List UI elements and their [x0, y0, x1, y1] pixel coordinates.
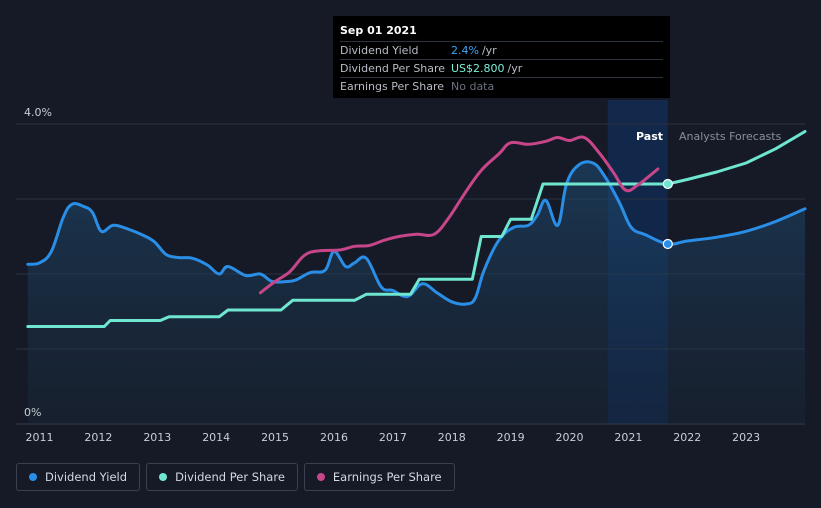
tooltip-date: Sep 01 2021: [340, 24, 417, 37]
y-axis-top-label: 4.0%: [24, 106, 52, 119]
tooltip-value: 2.4%: [451, 44, 479, 57]
tooltip: Sep 01 2021 Dividend Yield 2.4% /yr Divi…: [333, 16, 670, 98]
legend-label: Dividend Yield: [45, 470, 128, 484]
legend-item-dividend-per-share[interactable]: Dividend Per Share: [146, 463, 298, 491]
x-tick-label: 2016: [320, 431, 348, 444]
tooltip-label: Dividend Per Share: [340, 62, 446, 75]
x-tick-label: 2022: [673, 431, 701, 444]
tooltip-value: US$2.800: [451, 62, 505, 75]
earnings-per-share-dot-icon: [316, 473, 325, 481]
x-tick-label: 2015: [261, 431, 289, 444]
dividend-yield-dot-icon: [29, 473, 37, 481]
y-axis-bottom-label: 0%: [24, 406, 41, 419]
legend-item-earnings-per-share[interactable]: Earnings Per Share: [303, 463, 455, 491]
tooltip-unit: /yr: [507, 62, 523, 75]
tooltip-row-dividend-yield: Dividend Yield 2.4% /yr: [340, 41, 663, 59]
tooltip-unit: /yr: [481, 44, 497, 57]
tooltip-label: Dividend Yield: [340, 44, 419, 57]
dividend-yield-line: [26, 160, 807, 306]
x-tick-label: 2011: [26, 431, 54, 444]
legend-item-dividend-yield[interactable]: Dividend Yield: [16, 463, 141, 491]
legend-label: Earnings Per Share: [332, 470, 442, 484]
tooltip-value: No data: [451, 80, 495, 93]
x-tick-label: 2018: [438, 431, 466, 444]
tooltip-row-dividend-per-share: Dividend Per Share US$2.800 /yr: [340, 59, 663, 77]
x-tick-label: 2023: [732, 431, 760, 444]
dividend-per-share-marker[interactable]: [662, 178, 673, 190]
x-tick-label: 2019: [497, 431, 525, 444]
x-tick-label: 2020: [555, 431, 583, 444]
tooltip-label: Earnings Per Share: [340, 80, 445, 93]
x-tick-label: 2014: [202, 431, 230, 444]
forecast-region-label: Analysts Forecasts: [679, 130, 782, 143]
dividend-yield-area: [27, 161, 806, 424]
x-tick-label: 2013: [143, 431, 171, 444]
x-tick-label: 2021: [614, 431, 642, 444]
x-tick-label: 2012: [84, 431, 112, 444]
earnings-per-share-line: [258, 135, 660, 295]
dividend-per-share-dot-icon: [159, 473, 168, 481]
tooltip-row-earnings-per-share: Earnings Per Share No data: [340, 77, 663, 95]
past-region-label: Past: [636, 130, 663, 143]
dividend-yield-marker[interactable]: [662, 238, 673, 250]
legend: Dividend Yield Dividend Per Share Earnin…: [16, 463, 455, 491]
dividend-per-share-line: [26, 130, 807, 328]
legend-label: Dividend Per Share: [175, 470, 285, 484]
x-tick-label: 2017: [379, 431, 407, 444]
